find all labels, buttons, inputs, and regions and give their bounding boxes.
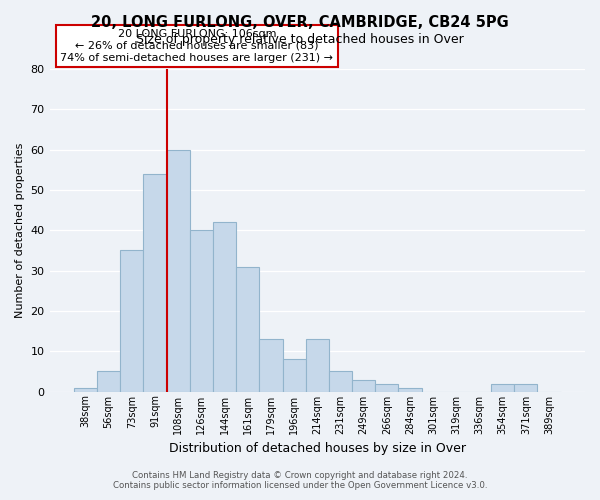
Bar [352, 380, 375, 392]
Bar [259, 339, 283, 392]
Bar [305, 339, 329, 392]
Bar [97, 372, 120, 392]
Bar [329, 372, 352, 392]
X-axis label: Distribution of detached houses by size in Over: Distribution of detached houses by size … [169, 442, 466, 455]
Bar [514, 384, 538, 392]
Bar [120, 250, 143, 392]
Bar [190, 230, 213, 392]
Text: Contains HM Land Registry data © Crown copyright and database right 2024.
Contai: Contains HM Land Registry data © Crown c… [113, 470, 487, 490]
Bar [74, 388, 97, 392]
Bar [167, 150, 190, 392]
Text: 20 LONG FURLONG: 106sqm
← 26% of detached houses are smaller (83)
74% of semi-de: 20 LONG FURLONG: 106sqm ← 26% of detache… [60, 30, 333, 62]
Text: 20, LONG FURLONG, OVER, CAMBRIDGE, CB24 5PG: 20, LONG FURLONG, OVER, CAMBRIDGE, CB24 … [91, 15, 509, 30]
Bar [143, 174, 167, 392]
Text: Size of property relative to detached houses in Over: Size of property relative to detached ho… [136, 32, 464, 46]
Bar [375, 384, 398, 392]
Bar [236, 266, 259, 392]
Bar [283, 360, 305, 392]
Y-axis label: Number of detached properties: Number of detached properties [15, 142, 25, 318]
Bar [213, 222, 236, 392]
Bar [491, 384, 514, 392]
Bar [398, 388, 422, 392]
